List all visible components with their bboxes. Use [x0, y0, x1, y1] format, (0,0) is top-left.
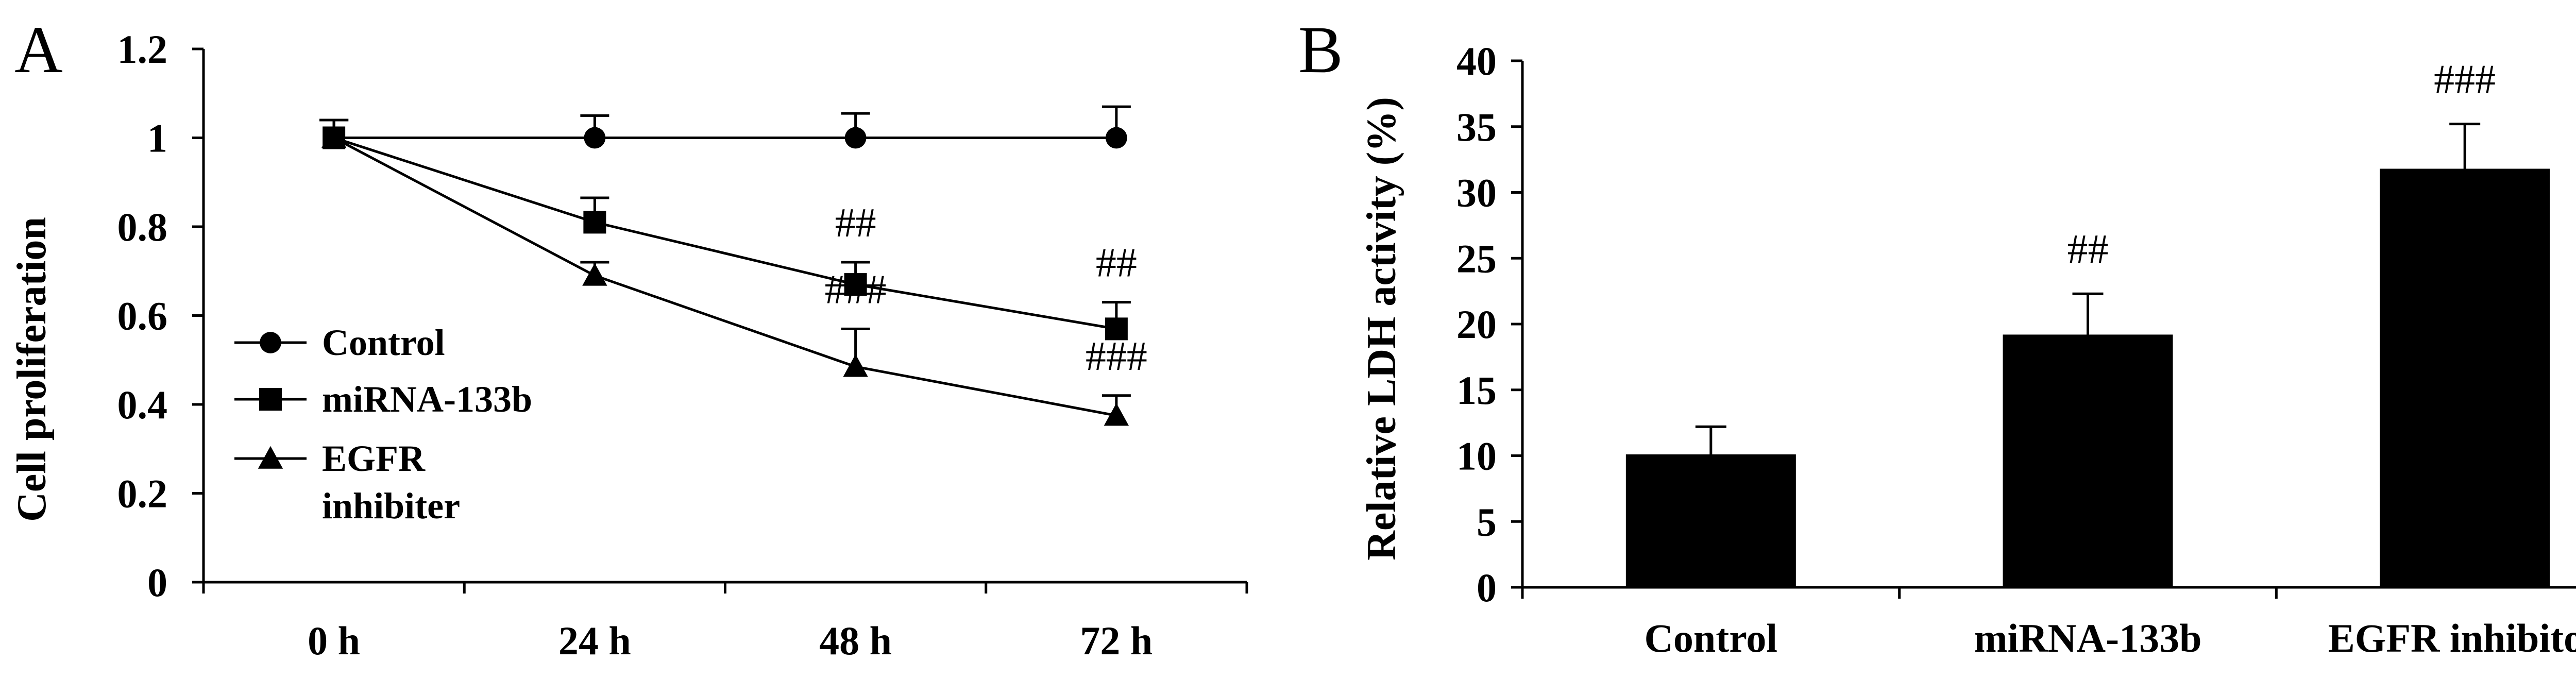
panel-letter-a: A [14, 13, 63, 87]
panel-a-y-tick-label: 0 [147, 560, 167, 605]
panel-b-y-tick-label: 40 [1456, 39, 1497, 83]
panel-a-x-tick-label: 48 h [819, 618, 892, 663]
panel-b-bar [2003, 334, 2173, 587]
panel-a-line-chart: A 0 0.2 0.4 0.6 0.8 1 1.2 0 h 24 h 48 h 72 h Cell… [9, 13, 1248, 663]
panel-b-x-tick-label: Control [1645, 616, 1778, 660]
panel-a-x-tick-label: 0 h [308, 618, 360, 663]
panel-b-bar [2380, 168, 2550, 587]
panel-a-significance-label: ## [835, 200, 876, 246]
panel-a-legend-label-line: EGFR [322, 438, 426, 479]
panel-b-significance-label: ### [2434, 57, 2496, 103]
panel-a-y-tick-label: 0.6 [117, 294, 168, 338]
panel-b-y-axis-label: Relative LDH activity (%) [1359, 97, 1404, 561]
panel-a-data-point [844, 273, 867, 296]
panel-b-x-axis: Control miRNA-133b EGFR inhibitor [1521, 586, 2576, 660]
panel-b-y-tick-label: 20 [1456, 302, 1497, 347]
panel-b-y-tick-label: 5 [1477, 499, 1497, 544]
panel-a-data-point [584, 127, 606, 149]
panel-a-data-point [321, 125, 347, 148]
panel-a-legend-label: EGFR inhibiter [322, 438, 460, 527]
panel-a-data-point [844, 127, 867, 149]
panel-letter-b: B [1298, 13, 1343, 87]
panel-b-bar [1625, 454, 1796, 587]
panel-a-y-tick-label: 1.2 [117, 27, 168, 72]
panel-b-x-tick-label: miRNA-133b [1974, 616, 2202, 660]
panel-a-data-point [1105, 127, 1127, 149]
panel-a-series-triangle [319, 118, 1131, 426]
panel-a-x-tick-label: 24 h [558, 618, 631, 663]
panel-a-series-circle [319, 105, 1131, 149]
panel-b-y-axis: 0 5 10 15 20 25 30 35 40 [1456, 39, 1524, 610]
panel-a-data-point [582, 263, 607, 286]
panel-a-data-point [583, 211, 606, 234]
panel-a-significance-label: ### [1086, 334, 1147, 379]
panel-b-bar-chart: B 0 5 10 15 20 25 30 35 40 Control miRNA-133b EGFR… [1298, 13, 2576, 660]
panel-b-y-tick-label: 25 [1456, 236, 1497, 281]
panel-a-y-tick-label: 0.2 [117, 471, 168, 516]
panel-a-series-line [333, 137, 1117, 330]
panel-b-x-tick-label: EGFR inhibitor [2328, 616, 2576, 660]
panel-b-significance-label: ## [2067, 227, 2109, 272]
panel-a-legend-marker [258, 446, 283, 469]
panel-a-x-tick-label: 72 h [1080, 618, 1153, 663]
panel-a-legend: Control miRNA-133b EGFR inhibiter [234, 322, 532, 527]
panel-a-y-axis-label: Cell proliferation [9, 217, 55, 522]
panel-a-x-axis: 0 h 24 h 48 h 72 h [202, 581, 1248, 663]
panel-a-y-tick-label: 0.4 [117, 382, 168, 427]
panel-a-legend-label-line: inhibiter [322, 485, 460, 527]
panel-b-y-tick-label: 35 [1456, 105, 1497, 149]
panel-b-y-tick-label: 30 [1456, 171, 1497, 215]
panel-a-series-line [333, 137, 1117, 417]
panel-b-y-tick-label: 10 [1456, 434, 1497, 479]
panel-a-legend-marker [260, 332, 281, 353]
panel-a-data-point [1105, 317, 1128, 341]
panel-b-y-tick-label: 15 [1456, 368, 1497, 413]
panel-a-significance-label: ### [825, 267, 887, 312]
panel-a-legend-label: miRNA-133b [322, 379, 532, 420]
panel-b-y-tick-label: 0 [1477, 565, 1497, 610]
panel-a-series-square [319, 118, 1131, 341]
panel-a-legend-marker [259, 388, 282, 411]
panel-b-annotations: ##### [2067, 57, 2496, 273]
panel-a-annotations: ########## [825, 200, 1147, 379]
panel-a-data-point [843, 354, 868, 377]
panel-a-data-point [1104, 403, 1129, 426]
panel-a-y-tick-label: 1 [147, 116, 167, 161]
panel-a-y-tick-label: 0.8 [117, 205, 168, 249]
panel-a-legend-label: Control [322, 322, 445, 363]
panel-a-y-axis: 0 0.2 0.4 0.6 0.8 1 1.2 [117, 27, 205, 605]
panel-b-bars [1625, 123, 2550, 587]
panel-a-significance-label: ## [1096, 241, 1137, 286]
panel-a-series [319, 105, 1131, 426]
